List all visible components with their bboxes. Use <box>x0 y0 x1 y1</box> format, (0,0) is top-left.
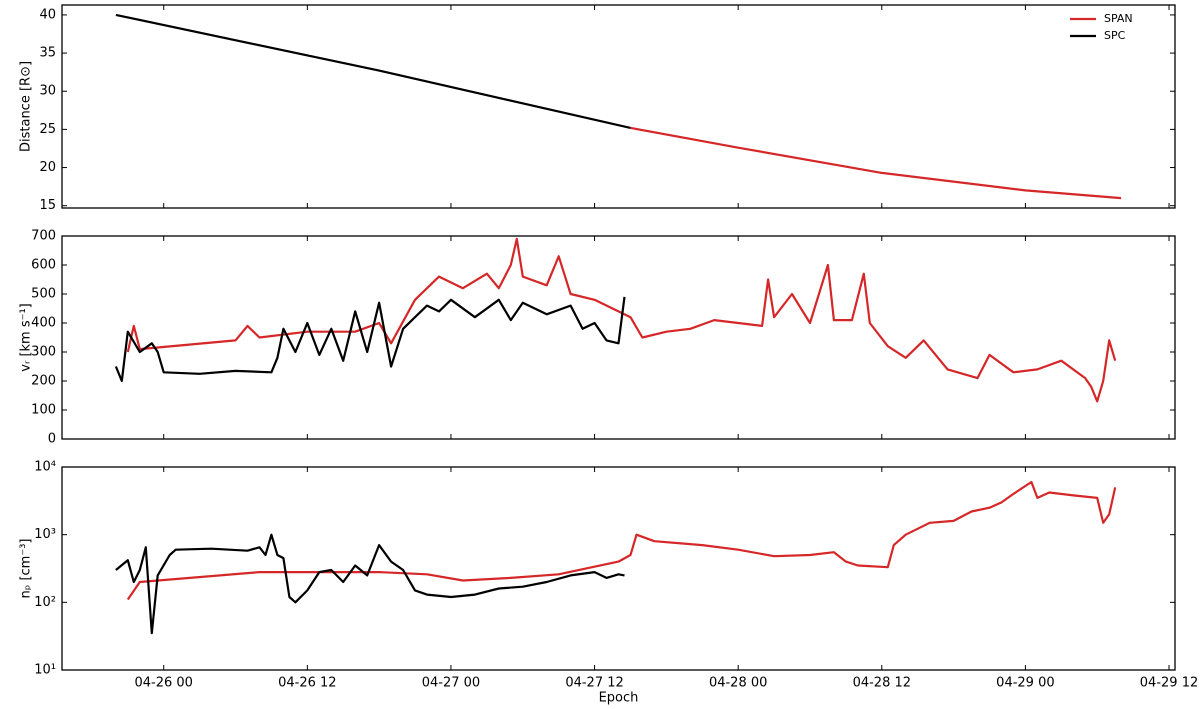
series-line <box>126 237 1117 403</box>
y-tick-label: 10³ <box>34 527 56 542</box>
y-tick-label: 35 <box>39 46 56 61</box>
series-line <box>115 533 625 635</box>
y-tick-label: 400 <box>31 316 56 331</box>
x-axis-label: Epoch <box>599 691 639 706</box>
y-tick-label: 10² <box>34 595 56 610</box>
y-tick-label: 10¹ <box>34 663 56 678</box>
y-axis-label: nₚ [cm⁻³] <box>19 539 34 599</box>
x-tick-label: 04-26 00 <box>134 676 192 691</box>
x-tick-label: 04-27 00 <box>422 676 480 691</box>
series-line <box>115 13 631 129</box>
plot-frame <box>61 4 1176 209</box>
y-tick-label: 10⁴ <box>34 460 56 475</box>
y-tick-label: 600 <box>31 258 56 273</box>
y-tick-label: 700 <box>31 229 56 244</box>
y-tick-label: 15 <box>39 198 56 213</box>
x-tick-label: 04-27 12 <box>565 676 623 691</box>
y-tick-label: 30 <box>39 84 56 99</box>
legend-label: SPAN <box>1104 12 1133 25</box>
y-axis-label: Distance [R⊙] <box>19 61 34 152</box>
y-tick-label: 300 <box>31 345 56 360</box>
y-tick-label: 100 <box>31 403 56 418</box>
plot-frame <box>61 235 1176 440</box>
y-tick-label: 500 <box>31 287 56 302</box>
y-axis-label: vᵣ [km s⁻¹] <box>19 303 34 372</box>
plot-frame <box>61 466 1176 671</box>
y-tick-label: 40 <box>39 7 56 22</box>
x-tick-label: 04-28 00 <box>709 676 767 691</box>
legend-label: SPC <box>1104 29 1126 42</box>
series-line <box>630 126 1122 200</box>
y-tick-label: 20 <box>39 160 56 175</box>
x-tick-label: 04-29 00 <box>996 676 1054 691</box>
y-tick-label: 200 <box>31 374 56 389</box>
x-tick-label: 04-28 12 <box>853 676 911 691</box>
y-tick-label: 25 <box>39 122 56 137</box>
series-line <box>126 480 1117 601</box>
y-tick-label: 0 <box>48 432 56 447</box>
x-tick-label: 04-26 12 <box>278 676 336 691</box>
x-tick-label: 04-29 12 <box>1140 676 1198 691</box>
series-line <box>114 296 626 383</box>
